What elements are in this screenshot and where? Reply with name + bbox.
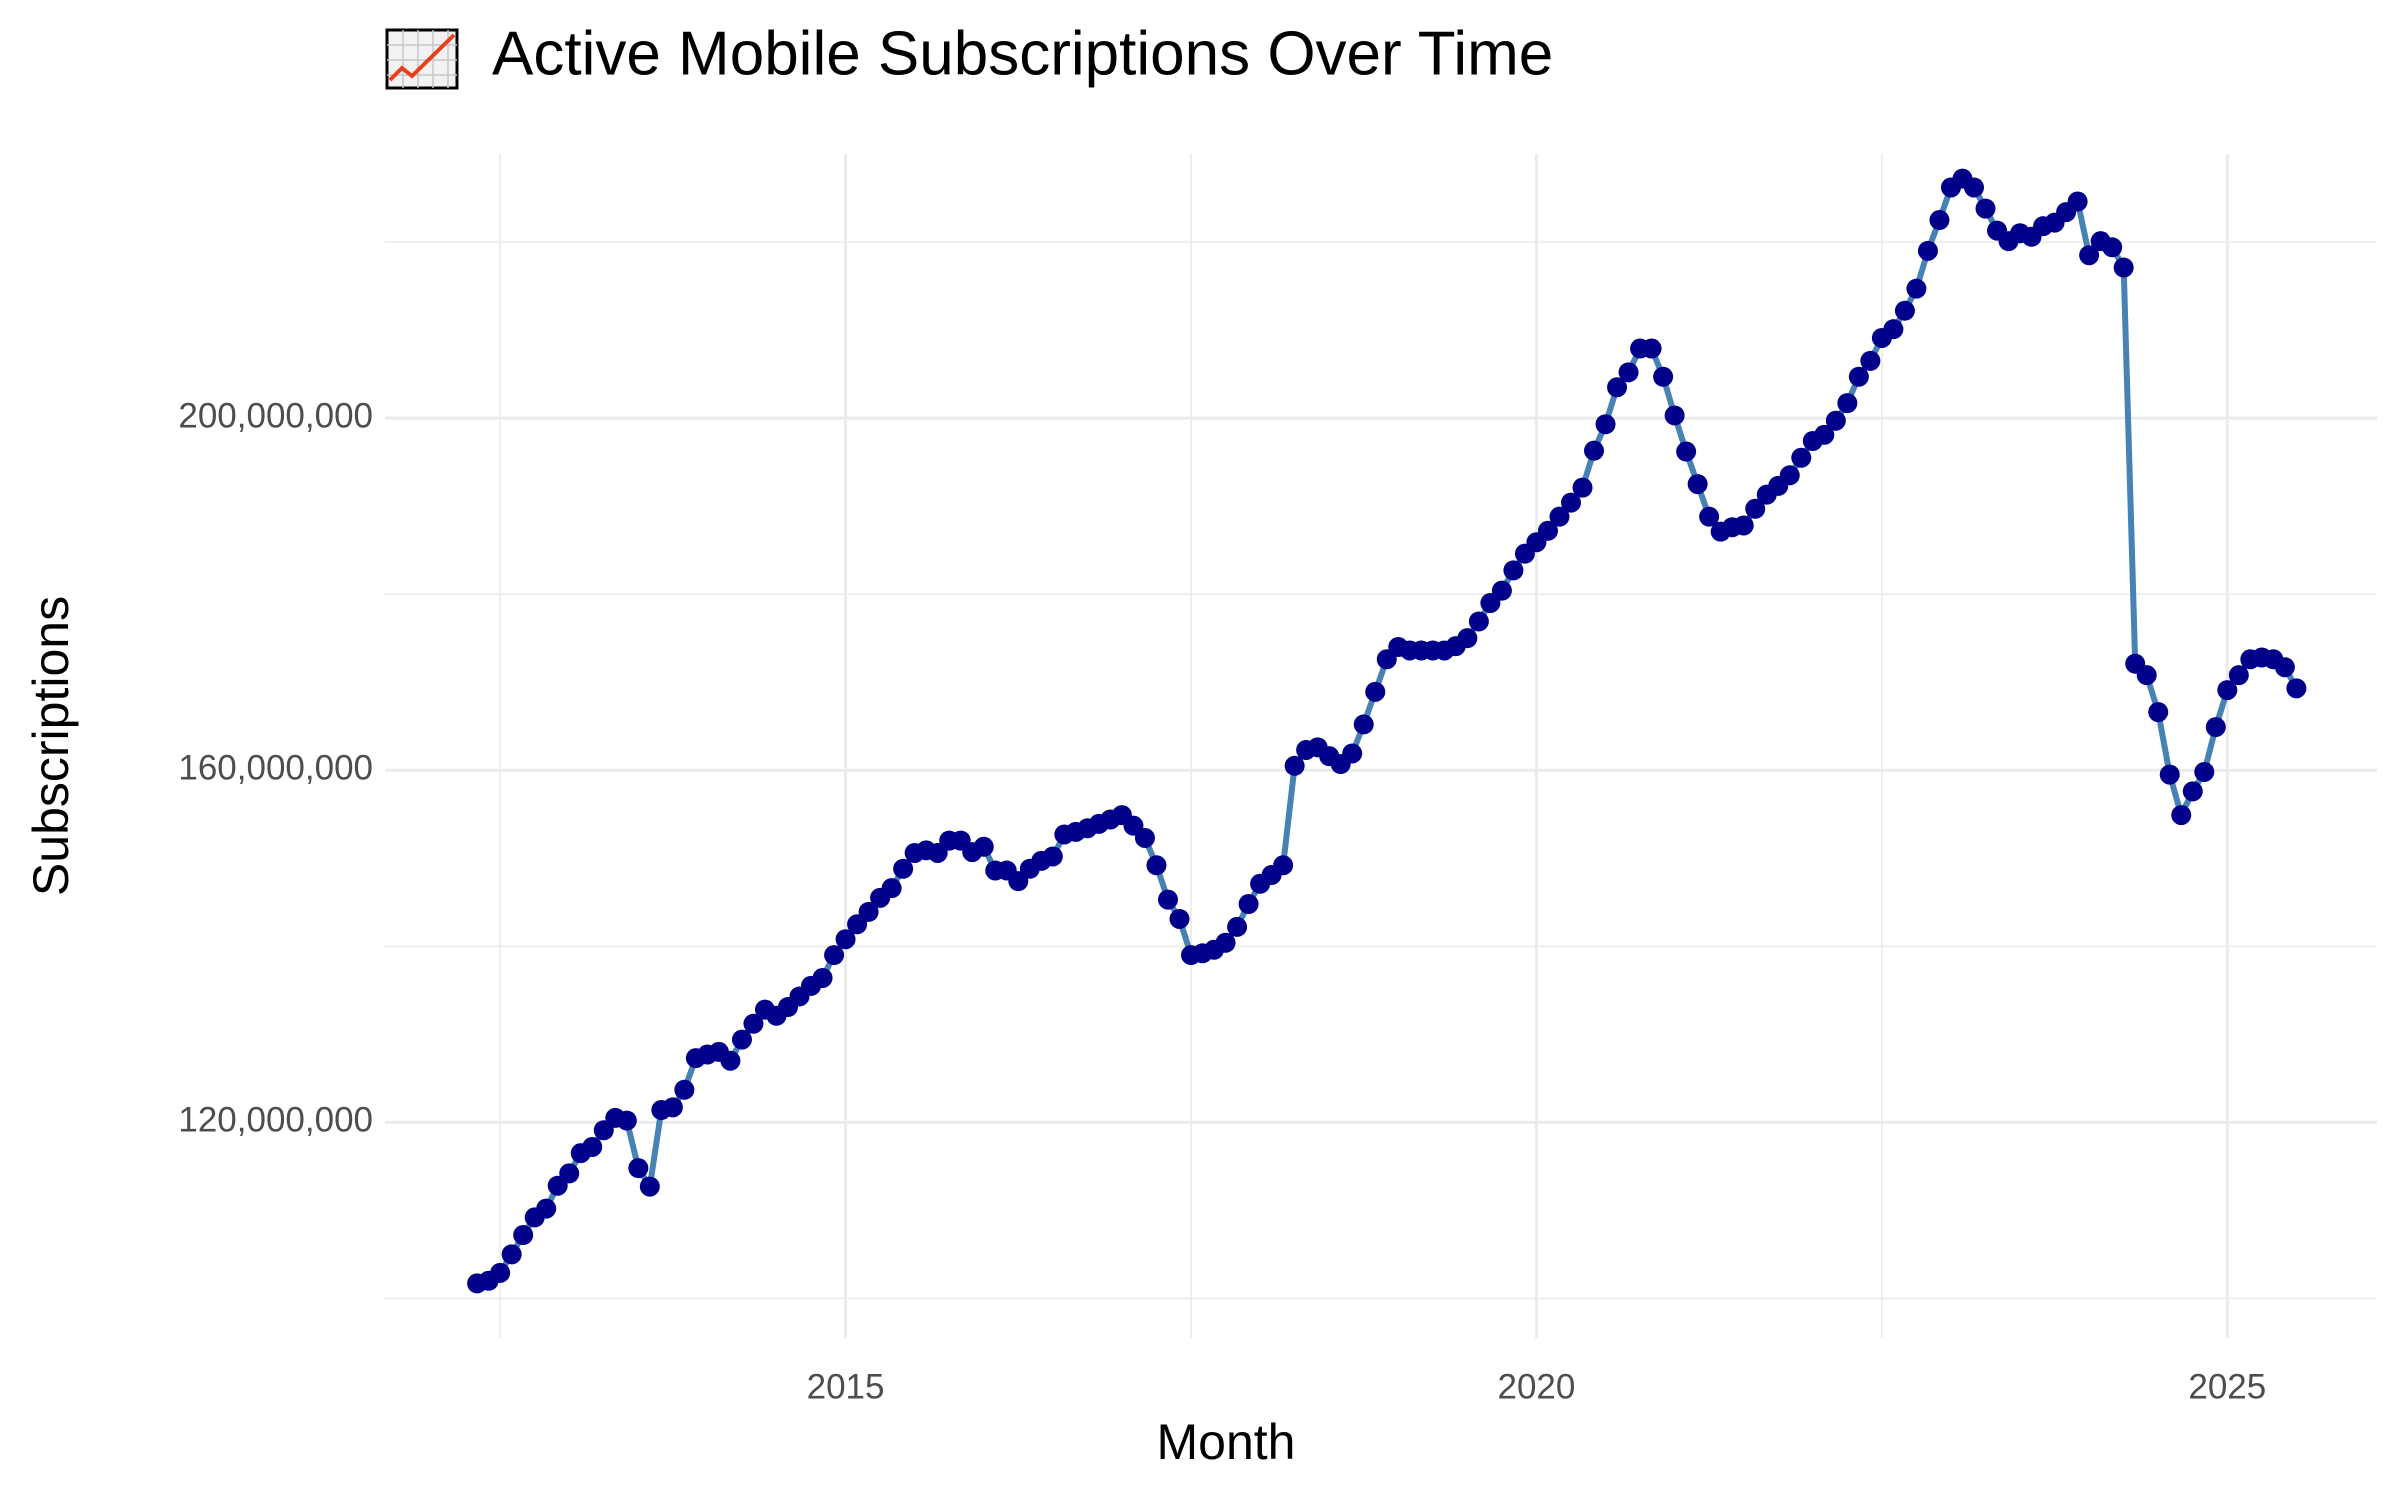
data-point xyxy=(1791,447,1812,468)
data-point xyxy=(662,1097,683,1118)
data-point xyxy=(1975,198,1996,219)
data-point xyxy=(1607,377,1628,398)
data-point xyxy=(674,1079,695,1100)
data-point xyxy=(1906,278,1927,299)
data-point xyxy=(1733,515,1754,536)
data-point xyxy=(2067,191,2088,212)
data-point xyxy=(858,901,879,922)
y-tick-label: 120,000,000 xyxy=(178,1101,373,1140)
x-tick-label: 2025 xyxy=(2188,1367,2266,1406)
data-point xyxy=(1664,405,1685,426)
data-point xyxy=(1365,681,1386,702)
data-point xyxy=(1883,319,1904,340)
data-point xyxy=(513,1225,534,1246)
data-point xyxy=(536,1198,557,1219)
data-point xyxy=(1894,300,1915,321)
data-line xyxy=(476,175,2300,1287)
data-point xyxy=(1745,498,1766,519)
y-tick-label: 160,000,000 xyxy=(178,748,373,787)
data-point xyxy=(1641,338,1662,359)
data-point xyxy=(893,858,914,879)
data-point xyxy=(743,1013,764,1034)
data-point xyxy=(2286,678,2307,699)
x-tick-label: 2015 xyxy=(807,1367,885,1406)
grid: 120,000,000 160,000,000 200,000,000 2015 202… xyxy=(178,154,2377,1406)
data-point xyxy=(1687,474,1708,495)
data-point xyxy=(2171,805,2192,826)
data-point xyxy=(1146,855,1167,876)
data-point xyxy=(1779,465,1800,486)
data-point xyxy=(731,1029,752,1050)
data-point xyxy=(1584,440,1605,461)
data-point xyxy=(2182,781,2203,802)
data-point xyxy=(1860,350,1881,371)
x-tick-label: 2020 xyxy=(1498,1367,1576,1406)
y-tick-label: 200,000,000 xyxy=(178,396,373,435)
data-point xyxy=(1537,520,1558,541)
data-point xyxy=(835,929,856,950)
data-point xyxy=(1468,611,1489,632)
data-point xyxy=(1917,240,1938,261)
chart-title: Active Mobile Subscriptions Over Time xyxy=(492,19,1553,88)
data-point xyxy=(1595,414,1616,435)
data-point xyxy=(1963,177,1984,198)
title-icon xyxy=(385,28,459,90)
data-point xyxy=(1157,889,1178,910)
data-point xyxy=(1284,755,1305,776)
data-point xyxy=(1549,506,1570,527)
data-point xyxy=(2217,680,2238,701)
data-point xyxy=(1572,477,1593,498)
data-point xyxy=(2113,257,2134,278)
data-point xyxy=(2102,237,2123,258)
data-point xyxy=(501,1244,522,1265)
data-point xyxy=(616,1110,637,1131)
data-point xyxy=(2148,702,2169,723)
data-point xyxy=(1491,580,1512,601)
data-point xyxy=(1134,827,1155,848)
data-point xyxy=(1814,424,1835,445)
data-point xyxy=(2159,764,2180,785)
data-point xyxy=(639,1176,660,1197)
data-point xyxy=(2194,761,2215,782)
data-point xyxy=(1618,362,1639,383)
data-point xyxy=(2205,717,2226,738)
data-point xyxy=(1848,366,1869,387)
data-point xyxy=(1503,560,1524,581)
data-point xyxy=(490,1262,511,1283)
data-point xyxy=(628,1158,649,1179)
data-point xyxy=(881,878,902,899)
y-axis-title: Subscriptions xyxy=(23,596,79,896)
data-point xyxy=(582,1136,603,1157)
data-point xyxy=(1238,894,1259,915)
data-point xyxy=(1457,628,1478,649)
data-point xyxy=(2228,665,2249,686)
data-point xyxy=(559,1163,580,1184)
data-point xyxy=(2079,245,2100,266)
x-axis-title: Month xyxy=(1157,1414,1296,1470)
plot-area xyxy=(467,168,2307,1294)
data-point xyxy=(1929,210,1950,231)
data-point xyxy=(1653,366,1674,387)
data-point xyxy=(973,836,994,857)
data-point xyxy=(1042,846,1063,867)
data-point xyxy=(2136,665,2157,686)
data-point xyxy=(1273,855,1294,876)
data-point xyxy=(812,967,833,988)
data-point xyxy=(1353,714,1374,735)
data-point xyxy=(824,945,845,966)
data-point xyxy=(1825,410,1846,431)
data-point xyxy=(2274,657,2295,678)
data-point xyxy=(1699,506,1720,527)
data-point xyxy=(1227,916,1248,937)
data-point xyxy=(1215,932,1236,953)
data-point xyxy=(1837,393,1858,414)
data-point xyxy=(720,1050,741,1071)
data-point xyxy=(1169,908,1190,929)
data-point xyxy=(1676,441,1697,462)
data-point xyxy=(1560,492,1581,513)
data-point xyxy=(1342,743,1363,764)
